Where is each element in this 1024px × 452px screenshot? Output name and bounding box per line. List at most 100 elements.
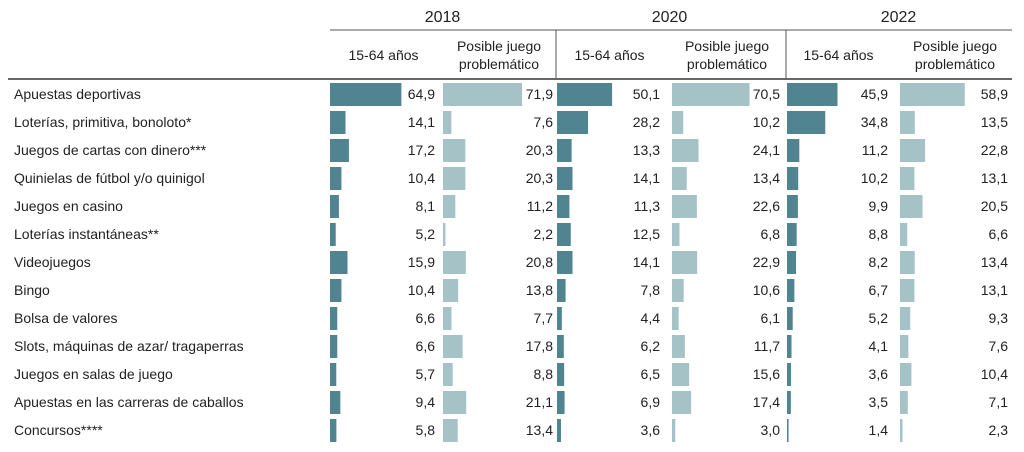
value-label: 12,5: [633, 226, 660, 242]
bar-general: [330, 195, 339, 218]
bar-general: [330, 307, 338, 330]
col-label-problematic-line2: problemático: [459, 56, 539, 72]
value-label: 6,2: [641, 338, 661, 354]
bar-general: [330, 391, 341, 414]
bar-general: [330, 335, 338, 358]
bar-problematic: [672, 335, 685, 358]
row-label: Bolsa de valores: [14, 310, 118, 326]
bar-problematic: [900, 279, 915, 302]
row-label: Quinielas de fútbol y/o quinigol: [14, 170, 205, 186]
bar-general: [787, 111, 826, 134]
bar-problematic: [900, 111, 915, 134]
value-label: 2,3: [989, 422, 1009, 438]
bar-problematic: [443, 391, 467, 414]
bar-problematic: [443, 83, 523, 106]
bar-problematic: [900, 419, 903, 442]
row-label: Juegos en casino: [14, 198, 123, 214]
table-row: Quinielas de fútbol y/o quinigol 10,4 20,3…: [14, 167, 1008, 190]
value-label: 17,8: [526, 338, 553, 354]
value-label: 14,1: [633, 170, 660, 186]
row-label: Juegos en salas de juego: [14, 366, 173, 382]
year-label-2022: 2022: [881, 9, 917, 26]
value-label: 20,3: [526, 170, 553, 186]
row-label: Loterías, primitiva, bonoloto*: [14, 114, 192, 130]
bar-problematic: [443, 419, 458, 442]
value-label: 5,8: [416, 422, 436, 438]
bar-problematic: [672, 111, 684, 134]
bar-general: [557, 419, 561, 442]
value-label: 3,5: [869, 394, 889, 410]
bar-general: [787, 139, 800, 162]
value-label: 6,7: [869, 282, 889, 298]
value-label: 70,5: [753, 86, 780, 102]
value-label: 13,8: [526, 282, 553, 298]
bar-problematic: [672, 363, 690, 386]
table-row: Concursos**** 5,8 13,4 3,6 3,0 1,4 2,3: [14, 419, 1008, 442]
col-label-general: 15-64 años: [803, 47, 873, 63]
value-label: 8,2: [869, 254, 889, 270]
value-label: 3,6: [869, 366, 889, 382]
col-label-problematic-line2: problemático: [915, 56, 995, 72]
bar-problematic: [900, 307, 911, 330]
bar-general: [787, 223, 797, 246]
bar-general: [787, 167, 799, 190]
value-label: 71,9: [526, 86, 553, 102]
value-label: 17,2: [408, 142, 435, 158]
bar-general: [557, 139, 572, 162]
value-label: 11,7: [754, 338, 780, 354]
value-label: 13,4: [753, 170, 780, 186]
value-label: 10,4: [408, 170, 435, 186]
table-row: Apuestas deportivas 64,9 71,9 50,1 70,5 45,9 5…: [14, 83, 1008, 106]
value-label: 6,6: [416, 338, 436, 354]
bar-problematic: [443, 363, 453, 386]
bar-problematic: [900, 391, 908, 414]
table-row: Juegos de cartas con dinero*** 17,2 20,3 13…: [14, 139, 1008, 162]
bar-general: [557, 251, 573, 274]
bar-problematic: [900, 223, 908, 246]
bar-general: [330, 139, 349, 162]
bar-problematic: [672, 307, 679, 330]
value-label: 64,9: [408, 86, 435, 102]
bar-general: [557, 363, 565, 386]
table-header: 2018 2020 2022 15-64 años Posible juego probl…: [8, 9, 1012, 80]
col-label-general: 15-64 años: [574, 47, 644, 63]
value-label: 20,8: [526, 254, 553, 270]
bar-problematic: [900, 167, 915, 190]
value-label: 6,5: [641, 366, 661, 382]
value-label: 13,4: [526, 422, 553, 438]
value-label: 10,2: [753, 114, 780, 130]
bar-problematic: [900, 139, 926, 162]
bar-general: [557, 307, 562, 330]
year-label-2018: 2018: [425, 9, 461, 26]
value-label: 10,6: [753, 282, 780, 298]
year-label-2020: 2020: [652, 9, 688, 26]
bar-problematic: [900, 195, 923, 218]
value-label: 22,9: [753, 254, 780, 270]
bar-problematic: [900, 83, 965, 106]
bar-general: [787, 419, 789, 442]
bar-general: [557, 335, 564, 358]
row-label: Loterías instantáneas**: [14, 226, 159, 242]
bar-problematic: [672, 195, 697, 218]
col-label-problematic-line2: problemático: [687, 56, 767, 72]
value-label: 7,1: [989, 394, 1009, 410]
value-label: 13,5: [981, 114, 1008, 130]
value-label: 6,6: [989, 226, 1009, 242]
bar-general: [330, 279, 342, 302]
value-label: 11,3: [634, 198, 660, 214]
bar-problematic: [443, 223, 446, 246]
bar-general: [787, 251, 797, 274]
value-label: 9,4: [416, 394, 436, 410]
row-label: Juegos de cartas con dinero***: [14, 142, 207, 158]
value-label: 7,7: [534, 310, 554, 326]
value-label: 13,1: [981, 282, 1008, 298]
value-label: 10,4: [981, 366, 1008, 382]
value-label: 6,1: [761, 310, 781, 326]
bar-problematic: [443, 111, 452, 134]
table-row: Loterías instantáneas** 5,2 2,2 12,5 6,8 8,8 6…: [14, 223, 1008, 246]
col-label-problematic-line1: Posible juego: [457, 38, 541, 54]
bar-problematic: [900, 251, 915, 274]
bar-general: [557, 111, 589, 134]
value-label: 13,1: [981, 170, 1008, 186]
row-label: Apuestas deportivas: [14, 86, 141, 102]
